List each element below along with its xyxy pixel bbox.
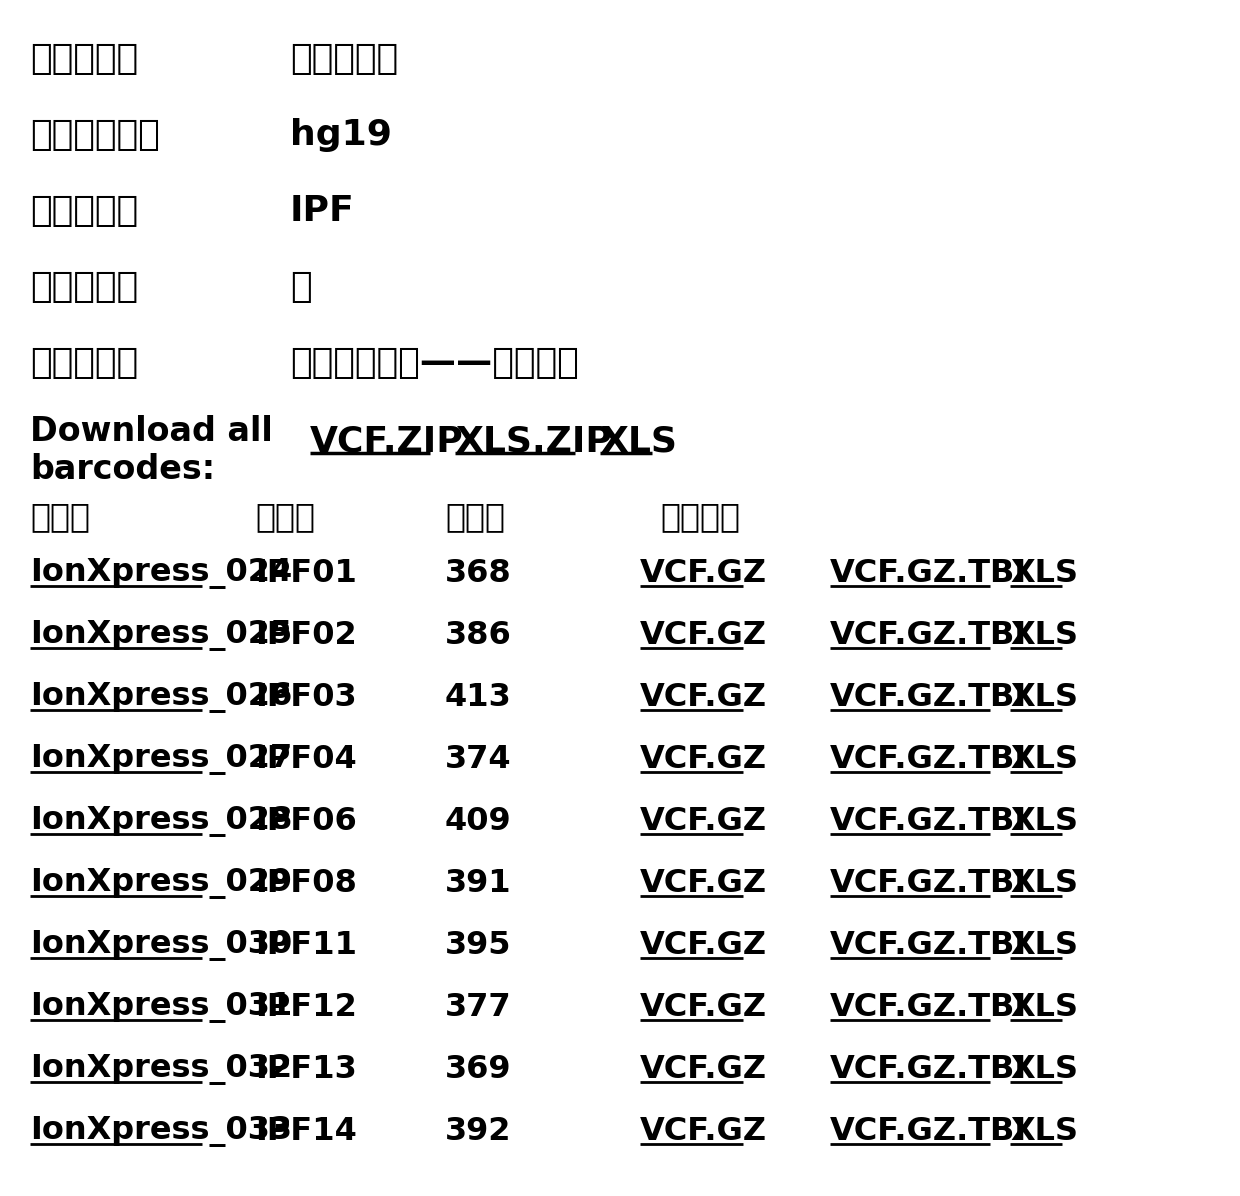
Text: XLS: XLS [1011, 744, 1078, 775]
Text: XLS: XLS [1011, 991, 1078, 1023]
Text: IPF12: IPF12 [255, 991, 357, 1023]
Text: hg19: hg19 [290, 118, 392, 152]
Text: IPF04: IPF04 [255, 744, 357, 775]
Text: IonXpress_029: IonXpress_029 [30, 868, 293, 899]
Text: XLS: XLS [1011, 682, 1078, 713]
Text: 391: 391 [445, 868, 512, 899]
Text: XLS: XLS [600, 425, 677, 459]
Text: XLS: XLS [1011, 1116, 1078, 1147]
Text: XLS: XLS [1011, 868, 1078, 899]
Text: XLS.ZIP: XLS.ZIP [455, 425, 611, 459]
Text: XLS: XLS [1011, 1054, 1078, 1085]
Text: IPF: IPF [290, 194, 355, 228]
Text: IonXpress_027: IonXpress_027 [30, 744, 293, 775]
Text: IPF08: IPF08 [255, 868, 357, 899]
Text: VCF.GZ.TBI: VCF.GZ.TBI [830, 559, 1027, 588]
Text: 样本号: 样本号 [255, 500, 315, 533]
Text: 扩增子测序: 扩增子测序 [290, 42, 398, 77]
Text: 文库类型：: 文库类型： [30, 42, 138, 77]
Text: 392: 392 [445, 1116, 511, 1147]
Text: IonXpress_033: IonXpress_033 [30, 1116, 291, 1147]
Text: 靶向区域：: 靶向区域： [30, 194, 138, 228]
Text: VCF.GZ: VCF.GZ [640, 930, 768, 962]
Text: IPF01: IPF01 [255, 559, 357, 588]
Text: 无: 无 [290, 270, 311, 304]
Text: VCF.GZ: VCF.GZ [640, 744, 768, 775]
Text: 374: 374 [445, 744, 512, 775]
Text: 368: 368 [445, 559, 512, 588]
Text: IonXpress_026: IonXpress_026 [30, 682, 293, 713]
Text: IonXpress_031: IonXpress_031 [30, 991, 293, 1023]
Text: 409: 409 [445, 806, 512, 837]
Text: Download all
barcodes:: Download all barcodes: [30, 415, 273, 487]
Text: VCF.GZ.TBI: VCF.GZ.TBI [830, 744, 1027, 775]
Text: 筛选方式：: 筛选方式： [30, 346, 138, 380]
Text: IPF14: IPF14 [255, 1116, 357, 1147]
Text: VCF.GZ: VCF.GZ [640, 868, 768, 899]
Text: 377: 377 [445, 991, 512, 1023]
Text: IonXpress_030: IonXpress_030 [30, 930, 293, 962]
Text: IonXpress_025: IonXpress_025 [30, 620, 293, 651]
Text: XLS: XLS [1011, 559, 1078, 588]
Text: IPF02: IPF02 [255, 620, 357, 651]
Text: VCF.GZ: VCF.GZ [640, 682, 768, 713]
Text: 生殖细胞突变——高精确性: 生殖细胞突变——高精确性 [290, 346, 579, 380]
Text: XLS: XLS [1011, 620, 1078, 651]
Text: VCF.GZ.TBI: VCF.GZ.TBI [830, 620, 1027, 651]
Text: 热点区域：: 热点区域： [30, 270, 138, 304]
Text: IonXpress_028: IonXpress_028 [30, 806, 293, 837]
Text: IonXpress_024: IonXpress_024 [30, 559, 293, 588]
Text: 突变数: 突变数 [445, 500, 505, 533]
Text: VCF.GZ: VCF.GZ [640, 559, 768, 588]
Text: VCF.ZIP: VCF.ZIP [310, 425, 464, 459]
Text: VCF.GZ.TBI: VCF.GZ.TBI [830, 1116, 1027, 1147]
Text: VCF.GZ.TBI: VCF.GZ.TBI [830, 682, 1027, 713]
Text: IonXpress_032: IonXpress_032 [30, 1054, 293, 1085]
Text: 395: 395 [445, 930, 511, 962]
Text: VCF.GZ.TBI: VCF.GZ.TBI [830, 930, 1027, 962]
Text: VCF.GZ.TBI: VCF.GZ.TBI [830, 806, 1027, 837]
Text: IPF11: IPF11 [255, 930, 357, 962]
Text: 413: 413 [445, 682, 512, 713]
Text: 参考基因组：: 参考基因组： [30, 118, 160, 152]
Text: 标签名: 标签名 [30, 500, 91, 533]
Text: IPF03: IPF03 [255, 682, 357, 713]
Text: IPF06: IPF06 [255, 806, 357, 837]
Text: 386: 386 [445, 620, 512, 651]
Text: 下载链接: 下载链接 [660, 500, 740, 533]
Text: VCF.GZ.TBI: VCF.GZ.TBI [830, 1054, 1027, 1085]
Text: IPF13: IPF13 [255, 1054, 357, 1085]
Text: VCF.GZ: VCF.GZ [640, 1054, 768, 1085]
Text: VCF.GZ: VCF.GZ [640, 806, 768, 837]
Text: XLS: XLS [1011, 806, 1078, 837]
Text: VCF.GZ: VCF.GZ [640, 991, 768, 1023]
Text: 369: 369 [445, 1054, 511, 1085]
Text: VCF.GZ: VCF.GZ [640, 1116, 768, 1147]
Text: VCF.GZ: VCF.GZ [640, 620, 768, 651]
Text: XLS: XLS [1011, 930, 1078, 962]
Text: VCF.GZ.TBI: VCF.GZ.TBI [830, 868, 1027, 899]
Text: VCF.GZ.TBI: VCF.GZ.TBI [830, 991, 1027, 1023]
